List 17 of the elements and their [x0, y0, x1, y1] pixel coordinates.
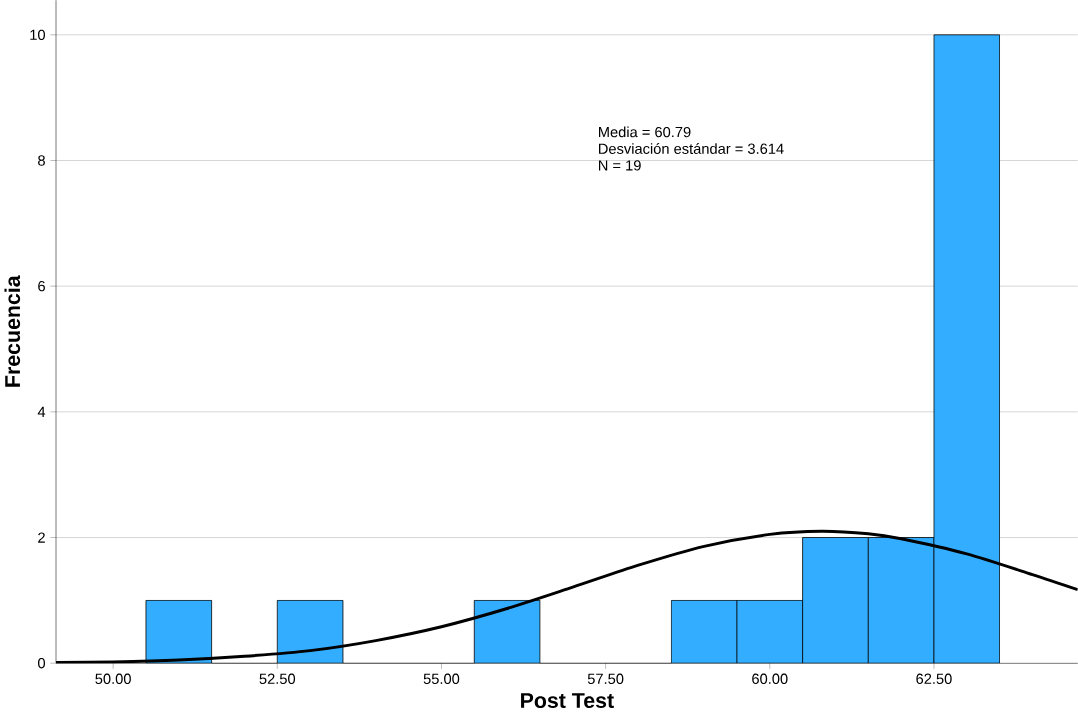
y-tick-label: 4	[37, 406, 46, 417]
x-tick-label: 50.00	[95, 673, 131, 684]
annotation: Media = 60.79	[599, 126, 691, 138]
y-tick-label: 6	[38, 280, 45, 292]
y-tick-label: 2	[38, 532, 45, 543]
annotation: N = 19	[599, 160, 641, 171]
x-tick-label: 55.00	[423, 673, 460, 684]
annotation: Desviación estándar = 3.614	[599, 142, 784, 154]
x-tick-label: 62.50	[916, 673, 952, 684]
x-tick-label: 52.50	[259, 673, 296, 684]
x-axis-title: Post Test	[521, 692, 614, 708]
x-tick-label: 57.50	[587, 673, 624, 684]
y-tick-label: 8	[38, 155, 45, 166]
y-tick-label: 0	[38, 657, 46, 669]
x-tick-label: 60.00	[752, 673, 788, 684]
y-axis-title: Frecuencia	[4, 275, 21, 387]
y-tick-label: 10	[30, 29, 46, 40]
